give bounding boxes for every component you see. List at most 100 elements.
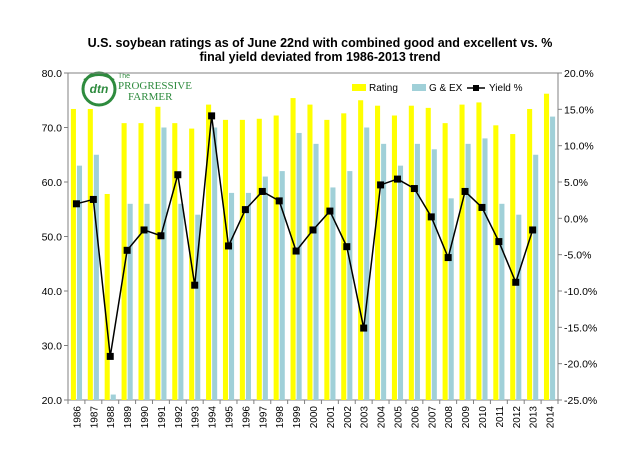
yield-point-2002	[343, 243, 351, 251]
x-axis-label-1999: 1999	[292, 406, 303, 429]
x-axis-label-2008: 2008	[444, 406, 455, 429]
left-axis-label: 20.0	[42, 395, 63, 407]
dtn-progressive-farmer-logo: dtn The PROGRESSIVE FARMER	[81, 71, 192, 107]
gex-bar-1991	[161, 127, 167, 400]
x-axis-label-2002: 2002	[343, 406, 354, 429]
gex-bar-1986	[76, 165, 83, 400]
left-axis-label: 50.0	[42, 232, 63, 244]
legend-marker-yield	[473, 85, 479, 91]
rating-bar-2013	[527, 108, 533, 400]
x-axis-label-2011: 2011	[495, 406, 506, 428]
x-axis-label-2014: 2014	[546, 406, 557, 429]
rating-bar-2006	[408, 105, 414, 400]
gex-bar-2013	[533, 154, 539, 400]
x-axis-label-1994: 1994	[208, 406, 219, 429]
rating-bar-1994	[206, 104, 212, 401]
x-axis-label-1992: 1992	[174, 406, 185, 429]
yield-point-2000	[309, 226, 317, 234]
rating-bar-1995	[222, 119, 229, 401]
yield-point-1989	[123, 246, 131, 254]
yield-point-1995	[225, 242, 233, 250]
rating-bar-2005	[391, 115, 397, 400]
x-axis-label-1995: 1995	[225, 406, 236, 429]
x-axis-label-2013: 2013	[529, 406, 540, 429]
x-axis-label-2001: 2001	[326, 406, 337, 429]
x-axis-label-1990: 1990	[140, 406, 151, 429]
left-axis-label: 40.0	[42, 286, 63, 298]
rating-bar-2009	[459, 104, 465, 401]
logo-progressive-text: PROGRESSIVE	[118, 80, 192, 92]
gex-bar-1995	[229, 192, 235, 400]
x-axis-label-1986: 1986	[72, 406, 83, 429]
gex-bar-2004	[381, 143, 387, 400]
right-axis-label: 5.0%	[564, 177, 588, 189]
yield-point-2012	[512, 278, 520, 286]
rating-bar-2004	[375, 105, 381, 400]
left-axis-label: 30.0	[42, 341, 63, 353]
gex-bar-1997	[262, 176, 268, 400]
gex-bar-2000	[313, 143, 319, 400]
chart-title-line-1: U.S. soybean ratings as of June 22nd wit…	[87, 36, 553, 50]
rating-bar-2002	[341, 113, 347, 400]
x-axis-label-1997: 1997	[258, 406, 269, 429]
gex-bar-2005	[397, 165, 404, 400]
x-axis-label-1988: 1988	[106, 406, 117, 429]
gex-bar-2014	[550, 116, 556, 400]
right-axis-label: 15.0%	[564, 104, 594, 116]
gex-bar-1989	[127, 203, 133, 400]
yield-point-2005	[393, 175, 401, 183]
yield-point-1996	[241, 206, 249, 214]
x-axis-label-1993: 1993	[191, 406, 202, 429]
yield-point-2003	[360, 324, 368, 332]
right-axis-label: 0.0%	[564, 213, 588, 225]
gex-bar-2009	[465, 143, 471, 400]
x-axis-label-2000: 2000	[309, 406, 320, 429]
yield-point-1992	[174, 171, 182, 179]
yield-point-2010	[478, 203, 486, 211]
right-axis-label: 10.0%	[564, 141, 594, 153]
right-axis-label: -20.0%	[564, 359, 597, 371]
gex-bar-2011	[499, 203, 505, 400]
rating-bar-2003	[358, 100, 364, 400]
x-axis-label-1991: 1991	[157, 406, 168, 429]
x-axis-label-1998: 1998	[275, 406, 286, 429]
left-axis-label: 70.0	[42, 123, 63, 135]
gex-bar-2003	[364, 127, 370, 400]
gex-bar-2012	[516, 214, 522, 400]
yield-point-1994	[208, 112, 216, 120]
gex-bar-2007	[431, 149, 437, 400]
x-axis-label-2007: 2007	[427, 406, 438, 429]
rating-bar-2014	[543, 93, 550, 401]
rating-bar-2000	[307, 104, 313, 401]
legend-swatch-rating	[352, 84, 366, 91]
rating-bar-1996	[239, 119, 245, 401]
legend-label-g-ex: G & EX	[429, 83, 463, 94]
x-axis-label-2012: 2012	[512, 406, 523, 429]
chart-title-line-2: final yield deviated from 1986-2013 tren…	[199, 50, 441, 64]
gex-bar-1987	[93, 154, 99, 400]
yield-point-2009	[461, 187, 469, 195]
rating-bar-1987	[87, 108, 93, 400]
rating-bar-2010	[476, 102, 482, 401]
rating-bar-2007	[425, 107, 431, 400]
legend: Rating G & EX Yield %	[352, 83, 523, 94]
x-axis-label-2005: 2005	[393, 406, 404, 429]
yield-point-2004	[377, 181, 385, 189]
rating-bar-1997	[256, 118, 262, 400]
rating-bar-2001	[324, 119, 330, 401]
yield-point-1986	[72, 200, 80, 208]
x-axis-label-2010: 2010	[478, 406, 489, 429]
yield-point-2011	[495, 238, 503, 246]
gex-bar-1990	[144, 203, 150, 400]
right-axis-label: -25.0%	[564, 395, 597, 407]
yield-point-1998	[275, 197, 283, 205]
yield-point-2013	[529, 226, 537, 234]
gex-bar-2002	[347, 171, 353, 400]
x-axis-label-1989: 1989	[123, 406, 134, 429]
rating-bar-2012	[510, 134, 516, 401]
right-axis-label: -5.0%	[564, 250, 591, 262]
gex-bar-2001	[330, 187, 336, 400]
gex-bar-1993	[195, 214, 201, 400]
